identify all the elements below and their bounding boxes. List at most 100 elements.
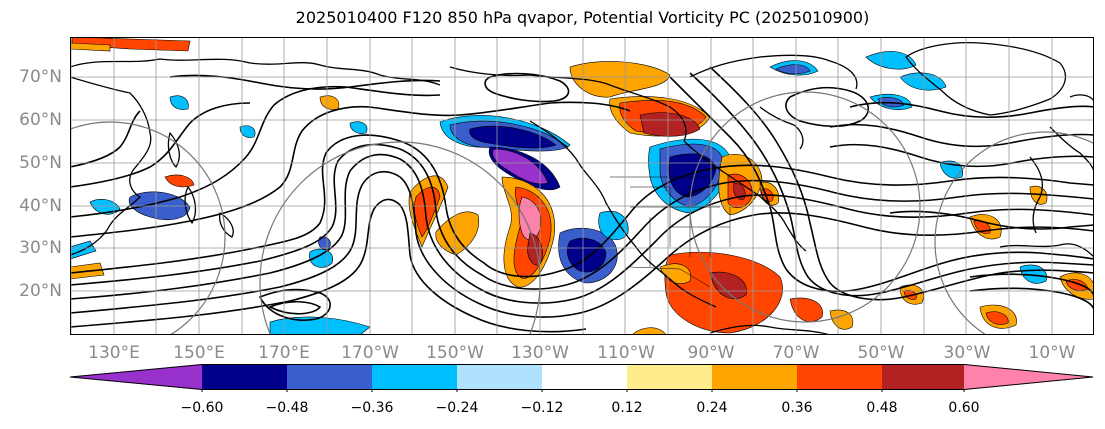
range-rings <box>70 91 1094 335</box>
coastline <box>999 243 1094 258</box>
anomaly-fill <box>239 125 256 138</box>
lon-label-110w: 110°W <box>597 343 655 363</box>
anomaly-fill <box>492 148 549 185</box>
anomaly-fill <box>164 174 195 188</box>
contour-line <box>669 76 1094 292</box>
anomaly-fill <box>89 199 121 215</box>
contour-line <box>70 134 1094 278</box>
coastline <box>184 186 197 224</box>
colorbar-segment-7 <box>712 364 797 390</box>
contour-line <box>849 101 1094 119</box>
contour-line <box>969 287 1094 312</box>
contour-line <box>169 74 441 90</box>
anomaly-fill <box>865 51 917 70</box>
colorbar-label-6: 0.12 <box>611 400 643 416</box>
lon-label-130e: 130°E <box>88 343 140 363</box>
colorbar-ticks <box>201 390 965 392</box>
anomaly-fill <box>985 311 1009 325</box>
colorbar-label-3: −0.36 <box>350 400 394 416</box>
colorbar-extend-high <box>964 364 1094 390</box>
colorbar-segment-4 <box>457 364 542 390</box>
anomaly-fill <box>733 182 746 200</box>
coastline <box>759 106 804 150</box>
coastline <box>1029 156 1044 234</box>
colorbar-segment-5 <box>542 364 627 390</box>
pv-contours <box>70 66 1094 333</box>
lon-label-170w: 170°W <box>341 343 399 363</box>
lon-label-150e: 150°E <box>173 343 225 363</box>
anomaly-fill <box>318 236 331 250</box>
anomaly-fill <box>435 211 480 256</box>
lon-label-70w: 70°W <box>772 343 820 363</box>
anomaly-fill <box>349 121 368 134</box>
lon-label-10w: 10°W <box>1028 343 1076 363</box>
contour-line <box>689 72 1094 297</box>
coastline <box>1069 94 1094 102</box>
political-borders <box>610 176 731 288</box>
lat-label-30: 30°N <box>19 238 62 258</box>
colorbar-label-5: −0.12 <box>520 400 564 416</box>
anomaly-fill <box>169 95 189 110</box>
colorbar-label-1: −0.60 <box>180 400 224 416</box>
lat-label-50: 50°N <box>19 153 62 173</box>
colorbar-label-7: 0.24 <box>696 400 728 416</box>
contour-line <box>268 300 322 315</box>
colorbar <box>70 364 1094 392</box>
pv-anomaly-fills <box>70 37 1094 335</box>
lon-label-170e: 170°E <box>258 343 310 363</box>
contour-line <box>70 102 251 188</box>
colorbar-segment-3 <box>372 364 457 390</box>
lat-label-70: 70°N <box>19 67 62 87</box>
colorbar-segment-1 <box>202 364 287 390</box>
colorbar-outline <box>70 364 1094 390</box>
range-ring <box>934 131 1094 335</box>
coastline <box>689 54 858 90</box>
contour-line <box>70 143 1094 290</box>
coastline <box>529 120 717 308</box>
range-ring <box>70 121 226 335</box>
colorbar-segment-2 <box>287 364 372 390</box>
lon-label-30w: 30°W <box>943 343 991 363</box>
contour-line <box>785 86 870 128</box>
coastline <box>709 324 831 335</box>
anomaly-fill <box>569 61 671 98</box>
range-ring <box>259 141 541 335</box>
anomaly-fill <box>829 309 854 330</box>
coastline <box>70 76 152 256</box>
coastline <box>905 41 1067 116</box>
colorbar-segment-9 <box>882 364 967 390</box>
contour-line <box>70 85 441 218</box>
anomaly-fill <box>709 271 747 299</box>
lat-label-20: 20°N <box>19 281 62 301</box>
colorbar-label-10: 0.60 <box>948 400 980 416</box>
contour-line <box>829 123 1094 148</box>
contour-line <box>969 273 1094 298</box>
colorbar-segment-10 <box>964 364 967 390</box>
range-ring <box>689 91 921 323</box>
contour-line <box>484 72 570 103</box>
colorbar-extend-low <box>70 364 202 390</box>
colorbar-label-2: −0.48 <box>265 400 309 416</box>
colorbar-segment-6 <box>627 364 712 390</box>
colorbar-label-4: −0.24 <box>435 400 479 416</box>
anomaly-fill <box>469 125 557 149</box>
border-line <box>629 266 711 288</box>
lat-label-40: 40°N <box>19 196 62 216</box>
colorbar-label-8: 0.36 <box>781 400 813 416</box>
anomaly-fill <box>775 64 811 75</box>
colorbar-segment-8 <box>797 364 882 390</box>
map-frame <box>70 37 1094 335</box>
contour-line <box>70 170 1094 318</box>
lon-label-90w: 90°W <box>687 343 735 363</box>
lat-label-60: 60°N <box>19 110 62 130</box>
lon-label-150w: 150°W <box>426 343 484 363</box>
contour-line <box>889 210 1094 230</box>
border-line <box>630 186 731 267</box>
colorbar-label-9: 0.48 <box>866 400 898 416</box>
coastline <box>70 58 441 86</box>
map-title: 2025010400 F120 850 hPa qvapor, Potentia… <box>295 8 870 27</box>
map-panel <box>70 37 1094 335</box>
lon-label-130w: 130°W <box>511 343 569 363</box>
anomaly-fill <box>877 97 905 108</box>
coastline <box>218 212 234 238</box>
